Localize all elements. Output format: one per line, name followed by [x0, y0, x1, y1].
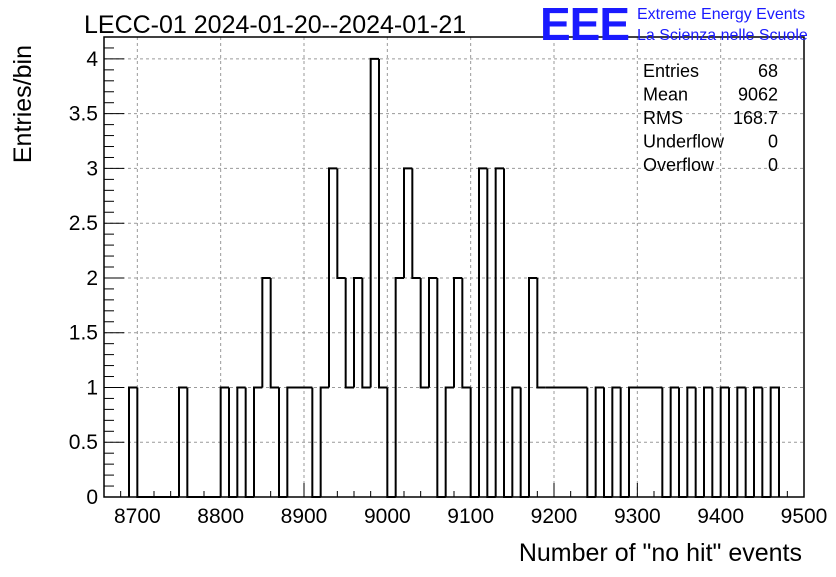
logo-mark: EEE — [540, 0, 629, 50]
stats-label: Entries — [643, 61, 699, 81]
histogram-bin — [444, 386, 454, 497]
histogram-bin — [178, 386, 188, 497]
stats-value: 9062 — [738, 85, 778, 105]
x-tick-label: 8700 — [114, 505, 161, 528]
histogram-bin — [394, 276, 404, 497]
x-tick-label: 9000 — [364, 505, 411, 528]
stats-label: Mean — [643, 85, 688, 105]
histogram-bin — [611, 386, 621, 497]
x-tick-label: 8800 — [197, 505, 244, 528]
histogram-bin — [528, 276, 538, 497]
y-tick-label: 3 — [86, 157, 98, 180]
histogram-bin — [344, 277, 354, 389]
x-tick-label: 9200 — [531, 505, 578, 528]
histogram-bin — [361, 277, 371, 389]
histogram-bin — [628, 386, 663, 497]
histogram-bin — [328, 167, 338, 388]
histogram-bin — [269, 277, 279, 389]
eee-logo: EEE Extreme Energy Events La Scienza nel… — [540, 0, 808, 50]
stats-value: 0 — [768, 155, 778, 175]
y-tick-label: 0.5 — [69, 431, 98, 454]
histogram-bin — [419, 277, 429, 389]
histogram-bin — [253, 386, 263, 497]
histogram-bin — [403, 167, 413, 278]
histogram-bin — [594, 386, 604, 497]
histogram-bin — [286, 386, 313, 497]
histogram-bin — [261, 276, 271, 388]
x-axis-label: Number of "no hit" events — [519, 539, 802, 567]
y-tick-label: 3.5 — [69, 103, 98, 126]
histogram-bin — [669, 386, 679, 497]
chart-title: LECC-01 2024-01-20--2024-01-21 — [84, 11, 466, 39]
histogram-bin — [236, 386, 246, 497]
logo-line-1: Extreme Energy Events — [637, 6, 805, 23]
histogram-bin — [536, 277, 546, 389]
y-axis-label: Entries/bin — [9, 45, 37, 163]
stats-value: 168.7 — [733, 108, 778, 128]
histogram-bin — [703, 386, 713, 497]
histogram-bin — [461, 277, 471, 389]
y-tick-label: 1.5 — [69, 322, 98, 345]
y-tick-label: 2 — [86, 267, 98, 290]
histogram-bin — [494, 167, 504, 497]
histogram-bin — [378, 58, 388, 389]
histogram-bin — [719, 386, 729, 497]
stats-value: 0 — [768, 132, 778, 152]
y-tick-label: 2.5 — [69, 212, 98, 235]
x-tick-label: 9100 — [447, 505, 494, 528]
stats-value: 68 — [758, 61, 778, 81]
histogram-bin — [478, 167, 488, 497]
x-tick-label: 9400 — [697, 505, 744, 528]
stats-box: Entries 68 Mean 9062 RMS 168.7 Underflow 0 Overf… — [643, 61, 778, 175]
x-tick-label: 8900 — [281, 505, 328, 528]
histogram-bin — [128, 386, 138, 497]
logo-line-2: La Scienza nelle Scuole — [637, 27, 808, 44]
histogram-bin — [769, 386, 780, 497]
histogram-bin — [428, 276, 438, 388]
histogram-bin — [686, 386, 696, 497]
stats-label: RMS — [643, 108, 683, 128]
x-tick-label: 9500 — [781, 505, 828, 528]
histogram-bin — [336, 168, 346, 279]
y-tick-label: 0 — [86, 486, 98, 509]
axis-ticks — [103, 47, 805, 498]
y-tick-label: 1 — [86, 376, 98, 399]
histogram-bin — [319, 386, 329, 497]
histogram-bin — [369, 57, 379, 388]
histogram-bin — [511, 386, 521, 497]
x-tick-labels: 8700 8800 8900 9000 9100 9200 9300 9400 9500 — [114, 505, 827, 528]
histogram-bin — [453, 276, 463, 388]
x-tick-label: 9300 — [614, 505, 661, 528]
histogram-bin — [736, 386, 746, 497]
histogram-bin — [219, 386, 229, 497]
histogram-bin — [411, 168, 421, 279]
histogram-bin — [353, 276, 363, 388]
stats-label: Overflow — [643, 155, 715, 175]
stats-label: Underflow — [643, 132, 725, 152]
histogram-bin — [753, 386, 763, 497]
y-tick-label: 4 — [86, 48, 98, 71]
y-tick-labels: 0 0.5 1 1.5 2 2.5 3 3.5 4 — [69, 48, 99, 509]
